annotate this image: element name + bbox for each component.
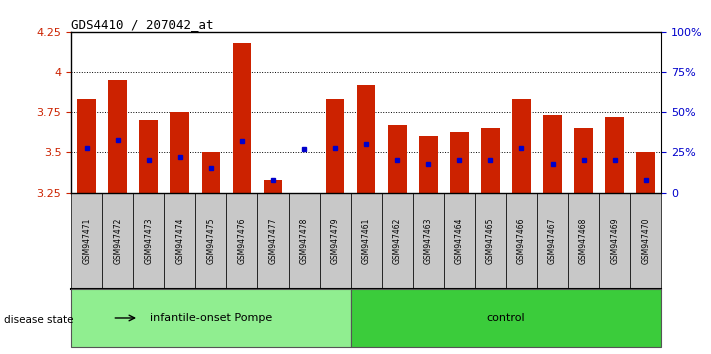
Bar — [357, 85, 375, 193]
Bar — [77, 99, 96, 193]
Text: GSM947465: GSM947465 — [486, 218, 495, 264]
Bar — [226, 193, 257, 289]
Text: GSM947479: GSM947479 — [331, 218, 340, 264]
Text: control: control — [486, 313, 525, 323]
Bar — [326, 99, 344, 193]
Text: GSM947468: GSM947468 — [579, 218, 588, 264]
Bar — [139, 120, 158, 193]
Bar — [450, 132, 469, 193]
Bar — [232, 43, 251, 193]
Text: disease state: disease state — [4, 315, 73, 325]
Text: GSM947470: GSM947470 — [641, 218, 650, 264]
Bar — [319, 193, 351, 289]
Bar — [475, 193, 506, 289]
Text: GSM947467: GSM947467 — [548, 218, 557, 264]
Bar — [543, 115, 562, 193]
Text: GSM947463: GSM947463 — [424, 218, 433, 264]
Bar — [133, 193, 164, 289]
Text: GSM947473: GSM947473 — [144, 218, 154, 264]
Bar — [481, 128, 500, 193]
Text: GSM947469: GSM947469 — [610, 218, 619, 264]
Text: GSM947472: GSM947472 — [113, 218, 122, 264]
Bar — [630, 193, 661, 289]
Text: GDS4410 / 207042_at: GDS4410 / 207042_at — [71, 18, 213, 31]
Bar — [419, 136, 437, 193]
Bar — [444, 193, 475, 289]
Bar — [264, 180, 282, 193]
Bar — [605, 117, 624, 193]
Bar — [102, 193, 133, 289]
Bar — [289, 193, 319, 289]
Bar — [413, 193, 444, 289]
Text: GSM947462: GSM947462 — [392, 218, 402, 264]
Bar — [171, 112, 189, 193]
Bar — [257, 193, 289, 289]
Text: GSM947464: GSM947464 — [455, 218, 464, 264]
Bar — [164, 193, 196, 289]
Bar — [512, 99, 531, 193]
Bar — [506, 193, 537, 289]
Bar — [574, 128, 593, 193]
Text: GSM947475: GSM947475 — [206, 218, 215, 264]
Bar — [599, 193, 630, 289]
Bar — [71, 289, 351, 347]
Bar — [196, 193, 226, 289]
Bar — [71, 193, 102, 289]
Text: GSM947466: GSM947466 — [517, 218, 526, 264]
Bar — [108, 80, 127, 193]
Text: GSM947471: GSM947471 — [82, 218, 91, 264]
Text: infantile-onset Pompe: infantile-onset Pompe — [150, 313, 272, 323]
Text: GSM947478: GSM947478 — [299, 218, 309, 264]
Text: GSM947476: GSM947476 — [237, 218, 247, 264]
Text: GSM947474: GSM947474 — [176, 218, 184, 264]
Bar — [351, 289, 661, 347]
Bar — [388, 125, 407, 193]
Bar — [537, 193, 568, 289]
Bar — [382, 193, 413, 289]
Bar — [568, 193, 599, 289]
Text: GSM947461: GSM947461 — [362, 218, 370, 264]
Text: GSM947477: GSM947477 — [269, 218, 277, 264]
Bar — [351, 193, 382, 289]
Bar — [201, 153, 220, 193]
Bar — [636, 153, 655, 193]
